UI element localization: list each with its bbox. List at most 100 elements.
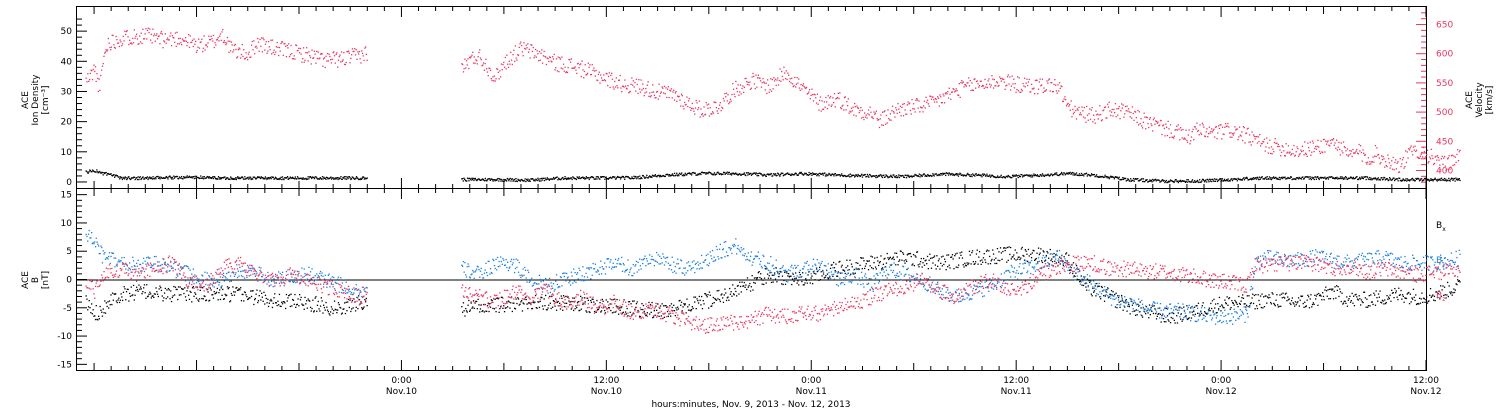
velocity-point (281, 41, 283, 43)
bx-point (352, 307, 354, 309)
density-point (345, 176, 347, 178)
density-point (858, 175, 861, 177)
density-point (1339, 176, 1342, 178)
density-point (496, 178, 499, 180)
density-point (123, 176, 125, 179)
density-point (851, 174, 853, 176)
velocity-point (1263, 141, 1265, 143)
density-point (1189, 181, 1192, 183)
density-point (1306, 176, 1308, 178)
velocity-point (271, 39, 274, 41)
density-point (961, 174, 963, 176)
bx-point (489, 303, 491, 305)
density-point (1190, 181, 1192, 183)
density-point (116, 175, 119, 177)
density-point (868, 176, 870, 178)
velocity-point (911, 99, 913, 101)
bx-point (219, 289, 221, 291)
bx-point (623, 299, 625, 301)
velocity-point (125, 30, 128, 33)
density-point (1041, 175, 1043, 177)
velocity-point (309, 56, 312, 59)
bx-point (665, 305, 667, 307)
density-point (521, 178, 523, 181)
velocity-point (301, 61, 303, 63)
velocity-point (160, 32, 162, 34)
velocity-point (1450, 155, 1453, 157)
density-point (1422, 179, 1424, 181)
bx-point (568, 300, 570, 302)
density-point (304, 178, 306, 180)
density-point (1089, 175, 1091, 177)
bx-point (122, 291, 125, 293)
density-point (498, 180, 500, 182)
density-point (1038, 175, 1041, 178)
density-point (988, 175, 990, 177)
bx-point (866, 260, 868, 262)
bx-point (148, 293, 150, 295)
velocity-point (712, 112, 714, 114)
density-point (1075, 174, 1077, 176)
velocity-point (184, 37, 187, 39)
velocity-point (167, 37, 169, 39)
density-point (259, 177, 262, 180)
density-point (962, 174, 964, 176)
velocity-point (885, 114, 888, 117)
density-point (874, 175, 876, 177)
bx-point (893, 258, 895, 261)
velocity-point (1097, 118, 1099, 120)
velocity-point (867, 113, 869, 115)
velocity-point (182, 39, 184, 41)
velocity-point (1401, 163, 1403, 165)
density-point (596, 178, 598, 180)
velocity-point (563, 70, 565, 72)
bx-point (200, 286, 202, 289)
bx-point (480, 304, 482, 306)
density-point (575, 178, 577, 180)
velocity-point (352, 50, 354, 53)
bx-point (931, 257, 933, 259)
density-point (208, 176, 210, 178)
density-point (1386, 178, 1388, 180)
velocity-point (257, 37, 259, 40)
density-point (254, 176, 256, 179)
density-point (1120, 178, 1122, 181)
density-point (1402, 178, 1404, 180)
velocity-point (1186, 141, 1189, 143)
velocity-point (139, 35, 141, 37)
bx-point (264, 294, 267, 296)
velocity-point (686, 96, 688, 98)
density-point (492, 180, 494, 182)
velocity-point (701, 114, 703, 116)
density-point (733, 172, 735, 174)
density-point (501, 178, 503, 181)
velocity-point (683, 108, 685, 110)
bx-point (826, 273, 829, 275)
bx-point (265, 297, 267, 300)
velocity-point (240, 53, 243, 56)
bx-point (576, 307, 578, 309)
velocity-point (272, 51, 274, 54)
velocity-point (1156, 122, 1158, 124)
density-point (1046, 174, 1048, 177)
bx-point (485, 310, 487, 312)
density-point (327, 178, 329, 180)
bx-point (836, 275, 839, 277)
bx-point (684, 303, 686, 305)
velocity-point (615, 77, 617, 79)
density-point (992, 174, 994, 177)
density-point (565, 177, 567, 180)
bx-point (132, 284, 135, 287)
velocity-point (848, 112, 850, 114)
density-point (1154, 178, 1157, 180)
density-point (355, 176, 358, 178)
density-point (1340, 177, 1342, 180)
velocity-point (212, 40, 214, 42)
velocity-point (614, 86, 617, 88)
density-point (1419, 179, 1421, 181)
velocity-point (1285, 143, 1287, 145)
density-point (834, 173, 836, 175)
density-point (341, 178, 343, 180)
bx-point (798, 271, 801, 274)
velocity-point (583, 70, 586, 73)
